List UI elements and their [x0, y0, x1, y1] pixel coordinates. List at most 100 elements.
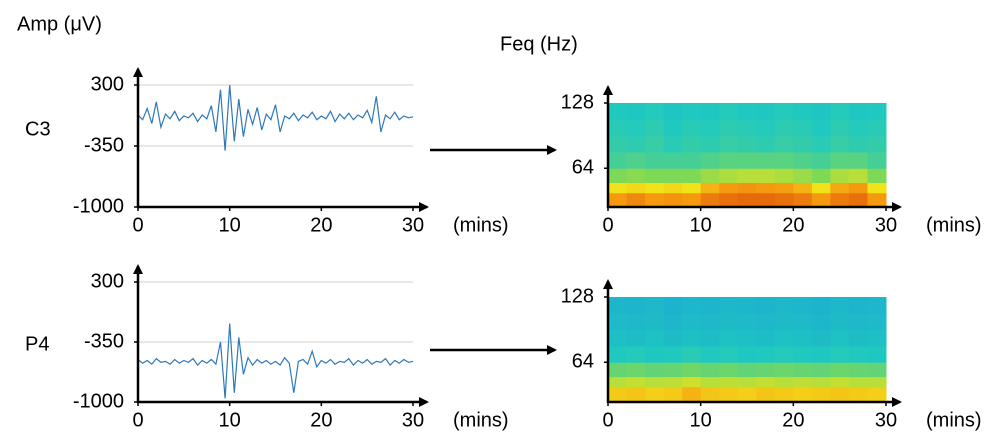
spectrogram-cell — [682, 119, 701, 136]
spectrogram-cell — [701, 152, 720, 169]
y-tick-label: 64 — [572, 157, 594, 179]
spectrogram-cell — [867, 168, 886, 183]
spectrogram-cell — [682, 136, 701, 153]
spectrogram-cell — [830, 103, 849, 120]
spectrogram-cell — [830, 313, 849, 330]
spectrogram-cell — [849, 362, 868, 377]
spectrogram-cell — [756, 193, 775, 208]
y-tick-label: -1000 — [73, 390, 124, 412]
spectrogram-cell — [849, 297, 868, 314]
spectrogram-cell — [775, 377, 794, 388]
spectrogram-cell — [738, 119, 757, 136]
spectrogram-cell — [645, 183, 664, 194]
spectrogram-cell — [701, 136, 720, 153]
spectrogram-cell — [627, 119, 646, 136]
spectrogram-cell — [645, 313, 664, 330]
spectrogram-cell — [849, 152, 868, 169]
y-axis-label: Amp (μV) — [17, 13, 102, 35]
x-axis-label: (mins) — [453, 214, 509, 236]
spectrogram-cell — [756, 387, 775, 403]
x-tick-label: 20 — [782, 409, 804, 431]
spectrogram-cell — [664, 377, 683, 388]
spectrogram-cell — [830, 377, 849, 388]
spectrogram-cell — [849, 377, 868, 388]
y-tick-label: 300 — [91, 73, 124, 95]
spectrogram-cell — [756, 377, 775, 388]
spectrogram-cell — [645, 362, 664, 377]
spectrogram-cell — [775, 136, 794, 153]
spectrogram-cell — [645, 377, 664, 388]
spectrogram-cell — [830, 387, 849, 403]
spectrogram-cell — [812, 168, 831, 183]
spectrogram-cell — [608, 168, 627, 183]
spectrogram-cell — [682, 387, 701, 403]
signal-trace — [138, 324, 413, 399]
spectrogram-cell — [793, 297, 812, 314]
spectrogram-cell — [793, 168, 812, 183]
spectrogram-cell — [608, 136, 627, 153]
spectrogram-cell — [775, 152, 794, 169]
spectrogram-cell — [738, 183, 757, 194]
spectrogram-cell — [849, 136, 868, 153]
spectrogram-cell — [793, 119, 812, 136]
spectrogram-cell — [682, 183, 701, 194]
spectrogram-cell — [849, 103, 868, 120]
spectrogram-cell — [830, 119, 849, 136]
spectrogram-cell — [719, 183, 738, 194]
spectrogram-cell — [867, 136, 886, 153]
spectrogram-cell — [867, 313, 886, 330]
spectrogram-cell — [756, 362, 775, 377]
spectrogram-cell — [627, 183, 646, 194]
spectrogram-cell — [775, 119, 794, 136]
spectrogram-cell — [756, 103, 775, 120]
spectrogram-cell — [701, 193, 720, 208]
spectrogram-cell — [701, 330, 720, 347]
spectrogram-cell — [645, 297, 664, 314]
spectrogram-cell — [719, 152, 738, 169]
spectrogram-cell — [849, 183, 868, 194]
y-tick-label: -350 — [84, 330, 124, 352]
spectrogram-cell — [830, 193, 849, 208]
spectrogram-cell — [719, 346, 738, 363]
spectrogram-cell — [627, 313, 646, 330]
spectrogram-cell — [867, 330, 886, 347]
spectrogram-cell — [682, 362, 701, 377]
spectrogram-cell — [645, 168, 664, 183]
spectrogram-cell — [775, 362, 794, 377]
spectrogram-cell — [793, 152, 812, 169]
spectrogram-cell — [793, 183, 812, 194]
x-tick-label: 0 — [602, 409, 613, 431]
spectrogram-cell — [627, 193, 646, 208]
spectrogram-cell — [608, 313, 627, 330]
x-tick-label: 10 — [219, 214, 241, 236]
spectrogram-cell — [738, 330, 757, 347]
y-axis-label: Feq (Hz) — [500, 33, 578, 55]
spectrogram-cell — [701, 346, 720, 363]
spectrogram-cell — [664, 297, 683, 314]
spectrogram-cell — [608, 119, 627, 136]
signal-trace — [138, 85, 413, 151]
x-tick-label: 30 — [875, 409, 897, 431]
spectrogram-cell — [812, 152, 831, 169]
spectrogram-cell — [608, 346, 627, 363]
spectrogram-cell — [812, 346, 831, 363]
spectrogram-cell — [701, 362, 720, 377]
channel-label: P4 — [25, 333, 49, 355]
spectrogram-cell — [756, 313, 775, 330]
spectrogram-cell — [701, 168, 720, 183]
spectrogram-cell — [627, 362, 646, 377]
spectrogram-cell — [719, 136, 738, 153]
spectrogram-cell — [793, 103, 812, 120]
spectrogram-cell — [645, 193, 664, 208]
spectrogram-cell — [793, 346, 812, 363]
y-tick-label: -1000 — [73, 195, 124, 217]
spectrogram-cell — [701, 387, 720, 403]
spectrogram-cell — [775, 297, 794, 314]
spectrogram-cell — [775, 168, 794, 183]
spectrogram-cell — [867, 103, 886, 120]
spectrogram-cell — [738, 313, 757, 330]
spectrogram-cell — [664, 346, 683, 363]
spectrogram-cell — [627, 103, 646, 120]
spectrogram-cell — [645, 136, 664, 153]
